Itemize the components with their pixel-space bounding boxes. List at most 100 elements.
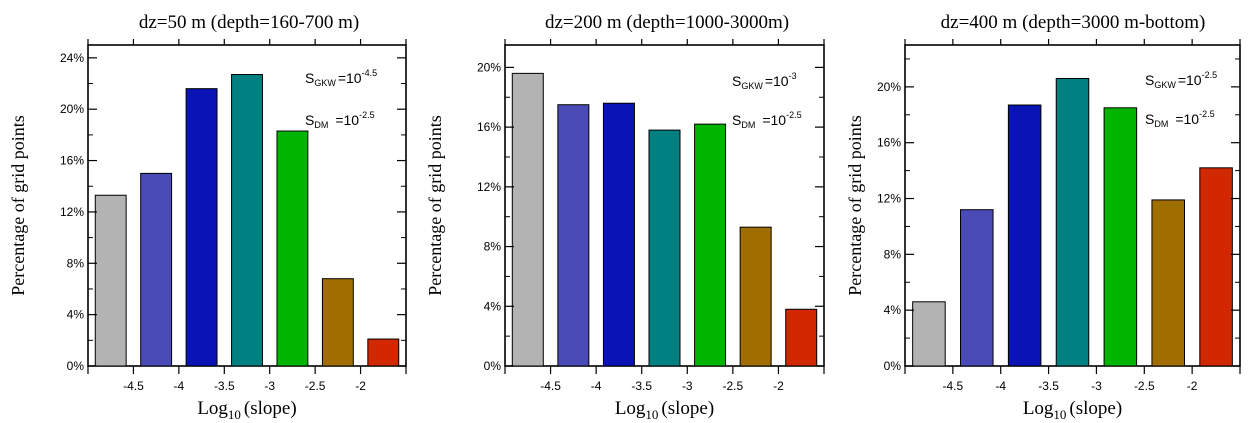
y-tick-label: 20% bbox=[60, 102, 84, 116]
x-axis-label: Log10 (slope) bbox=[197, 398, 296, 422]
annotation-label: S bbox=[305, 70, 314, 86]
x-axis-label-base: Log bbox=[1023, 398, 1054, 419]
annotation-eq: =10 bbox=[765, 73, 789, 89]
x-tick-label: -4 bbox=[995, 379, 1006, 393]
bar-2 bbox=[960, 209, 994, 367]
annotation-eq: =10 bbox=[335, 112, 359, 128]
y-tick-label: 12% bbox=[60, 205, 84, 219]
x-axis-label-rest: (slope) bbox=[244, 398, 297, 419]
x-axis-label-sub: 10 bbox=[1053, 407, 1066, 422]
annotation-eq: =10 bbox=[338, 70, 362, 86]
bar-7 bbox=[367, 338, 400, 367]
y-tick-label: 16% bbox=[477, 120, 501, 134]
annotation-sup: -3 bbox=[789, 71, 797, 81]
x-tick-label: -3 bbox=[682, 379, 693, 393]
annotation-dm: SDM =10-2.5 bbox=[732, 110, 802, 130]
y-tick-label: 20% bbox=[877, 80, 901, 94]
annotation-eq: =10 bbox=[762, 112, 786, 128]
x-tick-label: -2.5 bbox=[1134, 379, 1155, 393]
bar-1 bbox=[94, 194, 127, 367]
chart-panel-2: dz=200 m (depth=1000-3000m) 0% 4% 8% 12% 16% 2… bbox=[425, 12, 825, 422]
y-tick-label: 4% bbox=[67, 308, 85, 322]
annotation-sup: -2.5 bbox=[1199, 109, 1215, 119]
y-tick-label: 12% bbox=[877, 192, 901, 206]
y-tick-label: 16% bbox=[60, 154, 84, 168]
y-tick-label: 8% bbox=[884, 247, 902, 261]
x-axis-label-base: Log bbox=[615, 398, 646, 419]
annotation-dm: SDM =10-2.5 bbox=[305, 110, 375, 130]
x-tick-label: -2.5 bbox=[305, 379, 326, 393]
y-tick-label: 4% bbox=[484, 299, 502, 313]
x-tick-label: -4.5 bbox=[943, 379, 964, 393]
annotation-label: S bbox=[1145, 72, 1154, 88]
bar-4 bbox=[231, 74, 263, 367]
y-tick-label: 20% bbox=[477, 60, 501, 74]
bar-1 bbox=[912, 301, 946, 367]
x-tick-label: -2 bbox=[355, 379, 366, 393]
annotation-gkw: SGKW =10-3 bbox=[732, 71, 797, 91]
bar-3 bbox=[602, 102, 635, 367]
bar-6 bbox=[1151, 199, 1185, 367]
x-axis-label-sub: 10 bbox=[645, 407, 658, 422]
bar-6 bbox=[321, 278, 354, 367]
annotation-sub: GKW bbox=[741, 81, 763, 91]
annotation-sup: -2.5 bbox=[359, 110, 375, 120]
annotation-sub: DM bbox=[1154, 119, 1168, 129]
x-tick-label: -2.5 bbox=[723, 379, 744, 393]
x-tick-label: -3 bbox=[1091, 379, 1102, 393]
annotation-sup: -2.5 bbox=[786, 110, 802, 120]
annotation-eq: =10 bbox=[1178, 72, 1202, 88]
y-tick-label: 4% bbox=[884, 303, 902, 317]
x-tick-label: -4.5 bbox=[123, 379, 144, 393]
x-tick-label: -4.5 bbox=[540, 379, 561, 393]
y-tick-label: 24% bbox=[60, 51, 84, 65]
y-tick-label: 8% bbox=[67, 256, 85, 270]
x-axis-label-rest: (slope) bbox=[1069, 398, 1122, 419]
chart-panel-3: dz=400 m (depth=3000 m-bottom) 0% 4% 8% 12% 1… bbox=[845, 12, 1241, 422]
x-axis-label-rest: (slope) bbox=[661, 398, 714, 419]
annotation-sub: GKW bbox=[314, 78, 336, 88]
annotation-sub: DM bbox=[741, 120, 755, 130]
x-axis-label: Log10 (slope) bbox=[1023, 398, 1122, 422]
y-tick-label: 16% bbox=[877, 136, 901, 150]
chart-title: dz=400 m (depth=3000 m-bottom) bbox=[941, 12, 1206, 33]
annotation-label: S bbox=[732, 73, 741, 89]
x-tick-label: -3.5 bbox=[214, 379, 235, 393]
annotation-dm: SDM =10-2.5 bbox=[1145, 109, 1215, 129]
x-tick-label: -3.5 bbox=[1038, 379, 1059, 393]
annotation-label: S bbox=[1145, 111, 1154, 127]
chart-panel-1: dz=50 m (depth=160-700 m) 0% 4% 8% 12% 16% 20%… bbox=[8, 12, 407, 422]
bar-1 bbox=[511, 72, 544, 367]
bar-4 bbox=[1055, 77, 1090, 367]
bar-3 bbox=[1007, 104, 1042, 367]
y-tick-label: 0% bbox=[67, 359, 85, 373]
y-axis-label: Percentage of grid points bbox=[845, 115, 865, 295]
annotation-sub: DM bbox=[314, 120, 328, 130]
annotation-sub: GKW bbox=[1154, 80, 1176, 90]
x-tick-label: -3 bbox=[264, 379, 275, 393]
y-axis-label: Percentage of grid points bbox=[425, 115, 445, 295]
x-tick-label: -3.5 bbox=[631, 379, 652, 393]
bar-7 bbox=[1199, 167, 1233, 367]
bar-5 bbox=[694, 123, 727, 367]
annotation-eq: =10 bbox=[1175, 111, 1199, 127]
bar-4 bbox=[648, 129, 681, 367]
y-tick-label: 12% bbox=[477, 180, 501, 194]
chart-title: dz=200 m (depth=1000-3000m) bbox=[545, 12, 789, 33]
bar-2 bbox=[140, 172, 173, 367]
bar-7 bbox=[785, 308, 818, 367]
annotation-sup: -2.5 bbox=[1202, 70, 1218, 80]
bar-6 bbox=[739, 226, 772, 367]
y-tick-label: 0% bbox=[884, 359, 902, 373]
y-axis-label: Percentage of grid points bbox=[8, 115, 28, 295]
bar-5 bbox=[276, 130, 309, 367]
x-axis-label: Log10 (slope) bbox=[615, 398, 714, 422]
x-axis-label-base: Log bbox=[197, 398, 228, 419]
annotation-label: S bbox=[305, 112, 314, 128]
annotation-label: S bbox=[732, 112, 741, 128]
chart-title: dz=50 m (depth=160-700 m) bbox=[139, 12, 359, 33]
x-tick-label: -2 bbox=[1187, 379, 1198, 393]
annotation-sup: -4.5 bbox=[362, 68, 378, 78]
bar-2 bbox=[557, 104, 590, 367]
